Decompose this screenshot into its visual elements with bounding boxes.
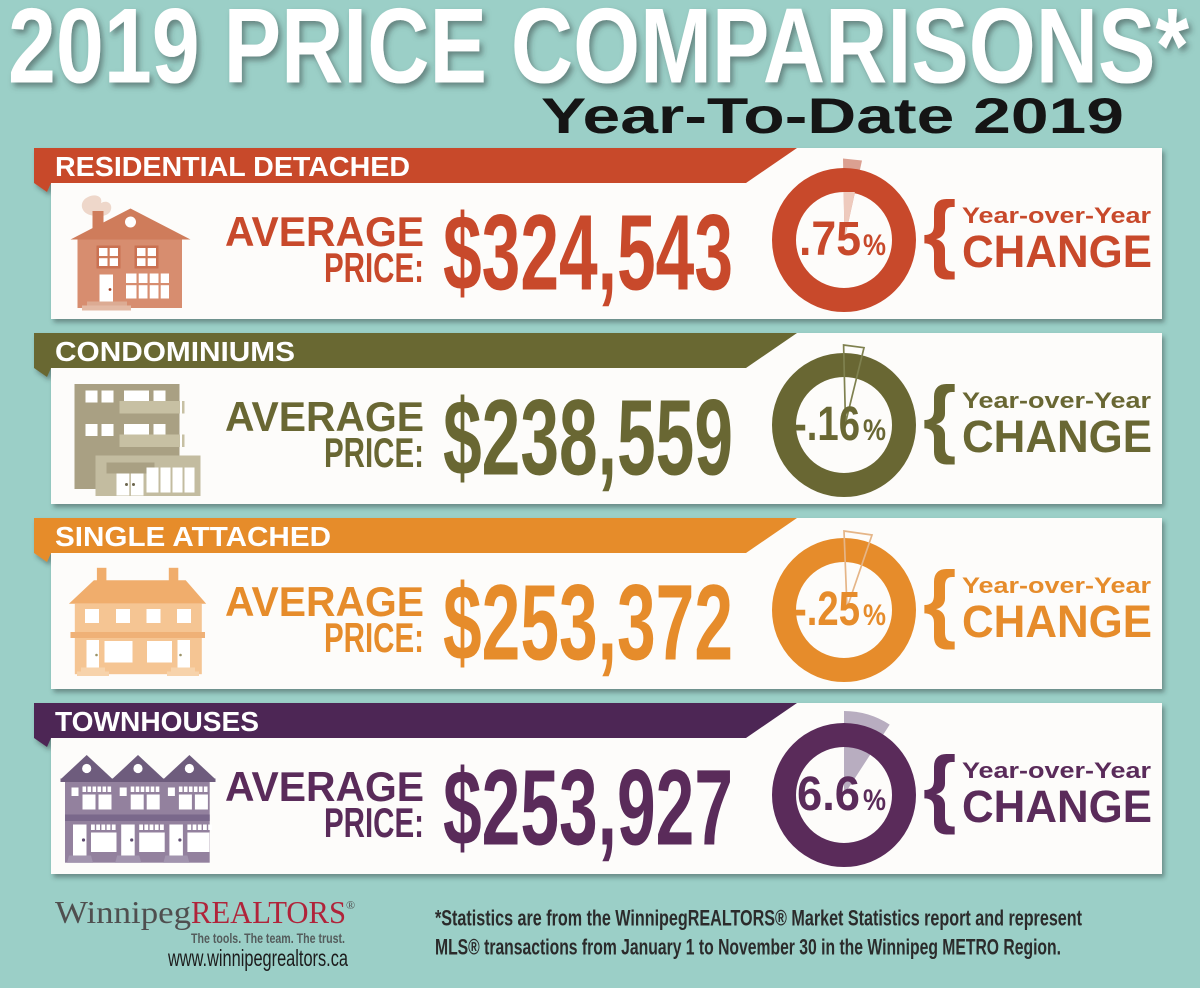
svg-text:PRICE:: PRICE: — [324, 429, 424, 476]
svg-text:$253,927: $253,927 — [443, 747, 733, 868]
svg-text:.75: .75 — [799, 212, 861, 266]
svg-text:-.25: -.25 — [794, 582, 860, 636]
svg-text:-.16: -.16 — [794, 397, 860, 451]
svg-text:AVERAGE: AVERAGE — [225, 763, 424, 810]
svg-text:AVERAGE: AVERAGE — [225, 393, 424, 440]
svg-text:CHANGE: CHANGE — [962, 596, 1152, 647]
svg-text:Year-To-Date 2019: Year-To-Date 2019 — [541, 88, 1124, 144]
svg-text:MLS® transactions from January: MLS® transactions from January 1 to Nove… — [435, 935, 1061, 960]
svg-text:CHANGE: CHANGE — [962, 226, 1152, 277]
svg-text:{: { — [923, 555, 956, 651]
svg-text:AVERAGE: AVERAGE — [225, 208, 424, 255]
svg-text:{: { — [923, 370, 956, 466]
svg-text:CHANGE: CHANGE — [962, 411, 1152, 462]
svg-text:$238,559: $238,559 — [443, 377, 733, 498]
svg-text:$253,372: $253,372 — [443, 562, 733, 683]
svg-text:CONDOMINIUMS: CONDOMINIUMS — [55, 336, 295, 367]
svg-text:%: % — [863, 414, 886, 447]
svg-text:*Statistics are from the Winni: *Statistics are from the WinnipegREALTOR… — [435, 906, 1082, 931]
svg-text:%: % — [863, 229, 886, 262]
svg-text:%: % — [863, 599, 886, 632]
svg-text:CHANGE: CHANGE — [962, 781, 1152, 832]
svg-text:www.winnipegrealtors.ca: www.winnipegrealtors.ca — [167, 945, 348, 971]
svg-text:PRICE:: PRICE: — [324, 244, 424, 291]
svg-text:%: % — [863, 784, 886, 817]
svg-text:Year-over-Year: Year-over-Year — [962, 388, 1151, 413]
svg-text:RESIDENTIAL DETACHED: RESIDENTIAL DETACHED — [55, 151, 410, 182]
svg-text:2019 PRICE COMPARISONS*: 2019 PRICE COMPARISONS* — [8, 0, 1189, 106]
svg-text:{: { — [923, 185, 956, 281]
svg-text:PRICE:: PRICE: — [324, 614, 424, 661]
svg-text:Year-over-Year: Year-over-Year — [962, 203, 1151, 228]
svg-text:Year-over-Year: Year-over-Year — [962, 573, 1151, 598]
svg-text:6.6: 6.6 — [797, 767, 860, 821]
svg-text:PRICE:: PRICE: — [324, 799, 424, 846]
svg-text:AVERAGE: AVERAGE — [225, 578, 424, 625]
svg-text:The tools. The team. The trust: The tools. The team. The trust. — [191, 930, 345, 946]
svg-text:{: { — [923, 740, 956, 836]
svg-text:$324,543: $324,543 — [443, 192, 733, 313]
svg-text:Year-over-Year: Year-over-Year — [962, 758, 1151, 783]
svg-text:SINGLE ATTACHED: SINGLE ATTACHED — [55, 521, 331, 552]
svg-text:WinnipegREALTORS®: WinnipegREALTORS® — [55, 894, 355, 930]
svg-text:TOWNHOUSES: TOWNHOUSES — [55, 706, 259, 737]
